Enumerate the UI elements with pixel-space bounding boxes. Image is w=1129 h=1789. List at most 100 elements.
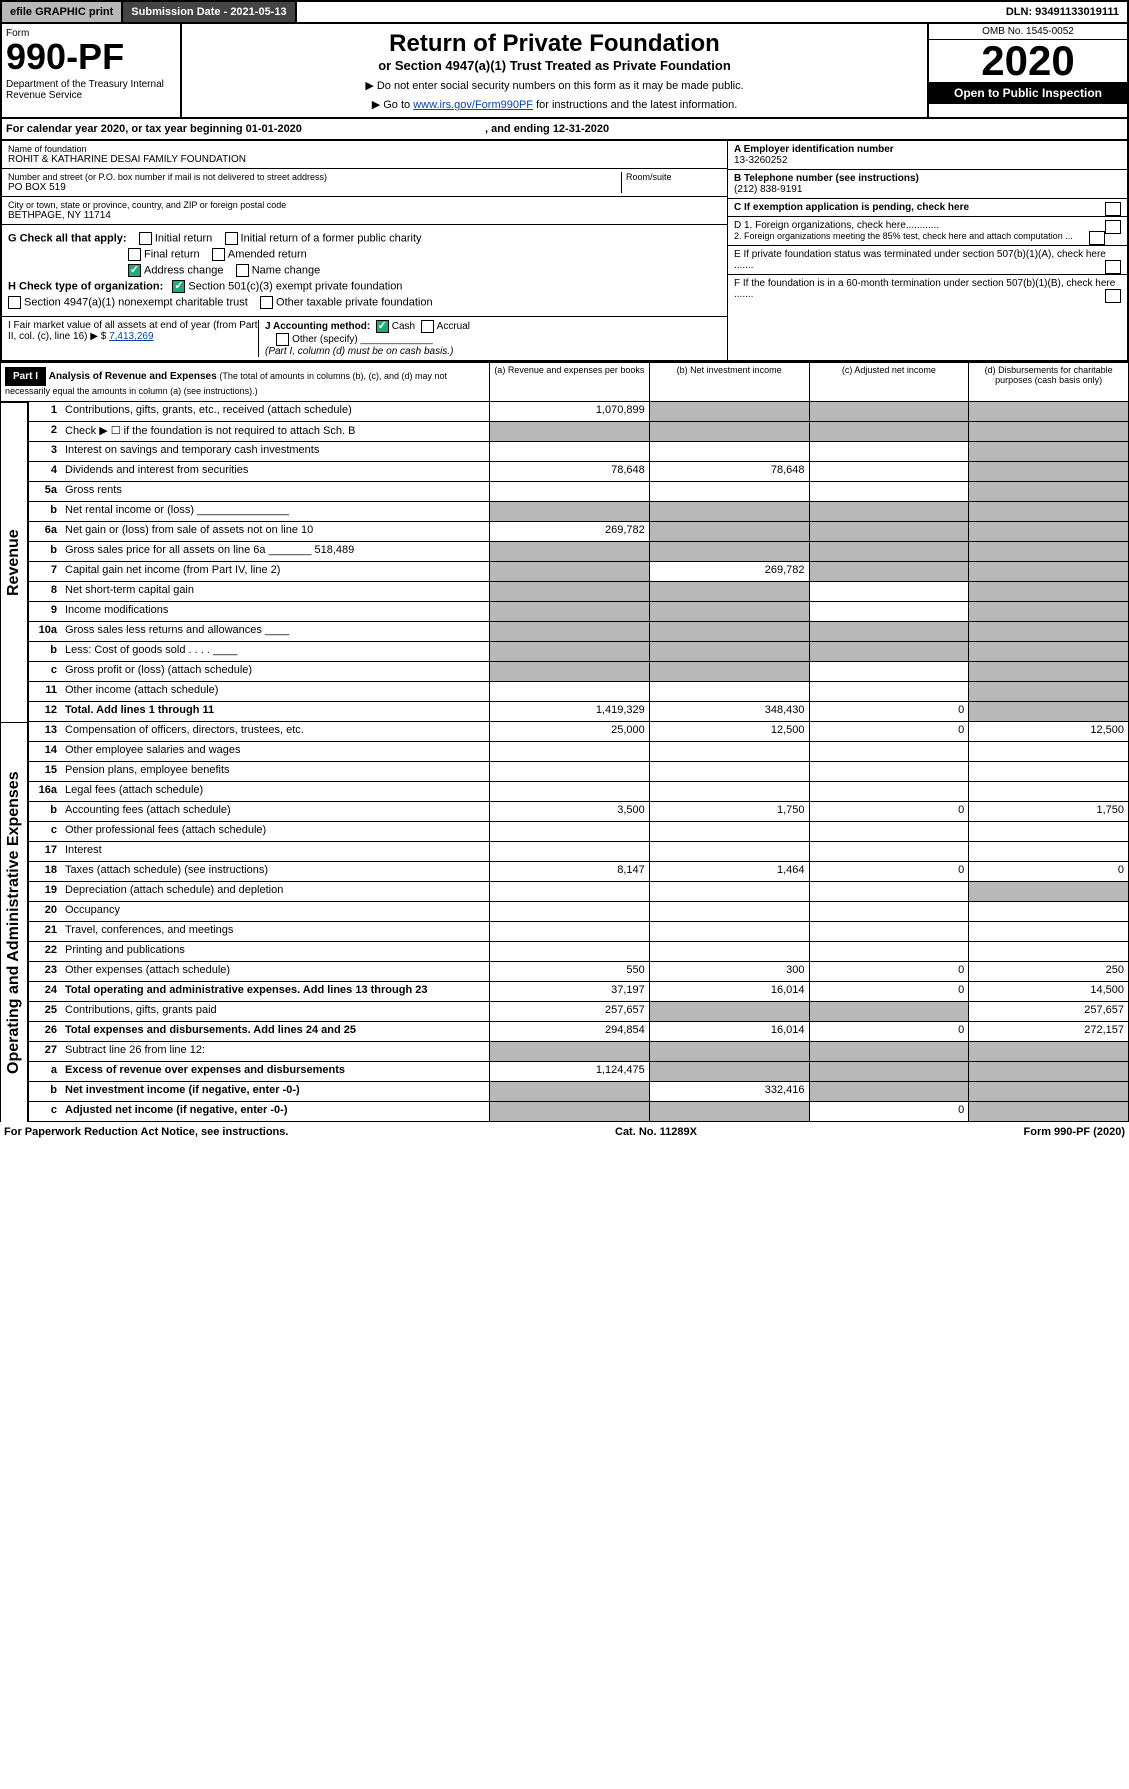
irs-link[interactable]: www.irs.gov/Form990PF <box>413 99 533 111</box>
revenue-section: Revenue 1Contributions, gifts, grants, e… <box>0 402 1129 722</box>
col-d-header: (d) Disbursements for charitable purpose… <box>968 363 1128 401</box>
cell-cola <box>489 1082 649 1101</box>
check-f[interactable] <box>1105 289 1121 303</box>
table-row: 12Total. Add lines 1 through 111,419,329… <box>28 702 1129 722</box>
cell-cold: 1,750 <box>968 802 1128 821</box>
check-initial-former[interactable] <box>225 232 238 245</box>
row-desc: Interest on savings and temporary cash i… <box>61 442 489 461</box>
form-header: Form 990-PF Department of the Treasury I… <box>0 24 1129 119</box>
check-amended[interactable] <box>212 248 225 261</box>
cell-cold <box>968 462 1128 481</box>
cell-colb <box>649 502 809 521</box>
cell-colb <box>649 522 809 541</box>
ein-value: 13-3260252 <box>734 155 787 166</box>
part1-title: Analysis of Revenue and Expenses <box>49 371 217 382</box>
table-row: 7Capital gain net income (from Part IV, … <box>28 562 1129 582</box>
table-row: 13Compensation of officers, directors, t… <box>28 722 1129 742</box>
row-desc: Legal fees (attach schedule) <box>61 782 489 801</box>
check-cash[interactable] <box>376 320 389 333</box>
cell-cola <box>489 822 649 841</box>
cell-cold <box>968 782 1128 801</box>
cell-cola <box>489 622 649 641</box>
form-number: 990-PF <box>6 39 176 75</box>
row-number: 3 <box>29 442 61 461</box>
cell-colb <box>649 942 809 961</box>
cell-colc <box>809 682 969 701</box>
expenses-side-label: Operating and Administrative Expenses <box>0 722 28 1122</box>
cell-colc <box>809 622 969 641</box>
row-number: c <box>29 662 61 681</box>
calendar-year-row: For calendar year 2020, or tax year begi… <box>0 119 1129 141</box>
check-initial-return[interactable] <box>139 232 152 245</box>
footer-left: For Paperwork Reduction Act Notice, see … <box>4 1126 288 1138</box>
row-number: c <box>29 822 61 841</box>
table-row: bLess: Cost of goods sold . . . . ____ <box>28 642 1129 662</box>
row-number: 13 <box>29 722 61 741</box>
foundation-address: PO BOX 519 <box>8 182 621 193</box>
cell-cold <box>968 1062 1128 1081</box>
cell-colb: 16,014 <box>649 1022 809 1041</box>
cell-colc <box>809 742 969 761</box>
table-row: 1Contributions, gifts, grants, etc., rec… <box>28 402 1129 422</box>
check-e[interactable] <box>1105 260 1121 274</box>
cell-cola <box>489 422 649 441</box>
cell-cola <box>489 882 649 901</box>
phone-label: B Telephone number (see instructions) <box>734 173 919 184</box>
table-row: 9Income modifications <box>28 602 1129 622</box>
cell-colb <box>649 1062 809 1081</box>
cell-colb <box>649 782 809 801</box>
cell-colc: 0 <box>809 802 969 821</box>
cell-colc <box>809 1082 969 1101</box>
expenses-section: Operating and Administrative Expenses 13… <box>0 722 1129 1122</box>
row-desc: Adjusted net income (if negative, enter … <box>61 1102 489 1121</box>
table-row: 8Net short-term capital gain <box>28 582 1129 602</box>
cell-colb: 300 <box>649 962 809 981</box>
cell-cola <box>489 562 649 581</box>
row-desc: Total expenses and disbursements. Add li… <box>61 1022 489 1041</box>
cell-cold <box>968 702 1128 721</box>
check-accrual[interactable] <box>421 320 434 333</box>
check-d2[interactable] <box>1089 231 1105 245</box>
fmv-value[interactable]: 7,413,269 <box>109 331 154 342</box>
cell-colc: 0 <box>809 962 969 981</box>
row-desc: Travel, conferences, and meetings <box>61 922 489 941</box>
check-other-taxable[interactable] <box>260 296 273 309</box>
cell-cola <box>489 842 649 861</box>
row-number: 16a <box>29 782 61 801</box>
table-row: 17Interest <box>28 842 1129 862</box>
check-address-change[interactable] <box>128 264 141 277</box>
check-4947[interactable] <box>8 296 21 309</box>
check-d1[interactable] <box>1105 220 1121 234</box>
cell-cola: 8,147 <box>489 862 649 881</box>
cell-colc <box>809 402 969 421</box>
row-number: 18 <box>29 862 61 881</box>
cell-cold <box>968 442 1128 461</box>
check-exemption[interactable] <box>1105 202 1121 216</box>
cell-colc <box>809 602 969 621</box>
cell-colb <box>649 402 809 421</box>
table-row: 15Pension plans, employee benefits <box>28 762 1129 782</box>
row-desc: Net short-term capital gain <box>61 582 489 601</box>
part1-header-row: Part I Analysis of Revenue and Expenses … <box>0 362 1129 402</box>
cell-cold: 250 <box>968 962 1128 981</box>
table-row: 14Other employee salaries and wages <box>28 742 1129 762</box>
row-desc: Gross sales less returns and allowances … <box>61 622 489 641</box>
tax-year: 2020 <box>929 40 1127 82</box>
cell-cola <box>489 542 649 561</box>
cell-colb <box>649 442 809 461</box>
cell-cola: 294,854 <box>489 1022 649 1041</box>
table-row: 16aLegal fees (attach schedule) <box>28 782 1129 802</box>
form-subtitle: or Section 4947(a)(1) Trust Treated as P… <box>188 58 921 73</box>
check-501c3[interactable] <box>172 280 185 293</box>
check-name-change[interactable] <box>236 264 249 277</box>
cell-cold <box>968 742 1128 761</box>
table-row: 3Interest on savings and temporary cash … <box>28 442 1129 462</box>
cell-colb <box>649 842 809 861</box>
submission-date-btn[interactable]: Submission Date - 2021-05-13 <box>123 2 296 22</box>
cell-colb <box>649 682 809 701</box>
check-other-method[interactable] <box>276 333 289 346</box>
efile-print-btn[interactable]: efile GRAPHIC print <box>2 2 123 22</box>
check-final-return[interactable] <box>128 248 141 261</box>
row-desc: Interest <box>61 842 489 861</box>
e-label: E If private foundation status was termi… <box>734 249 1106 271</box>
